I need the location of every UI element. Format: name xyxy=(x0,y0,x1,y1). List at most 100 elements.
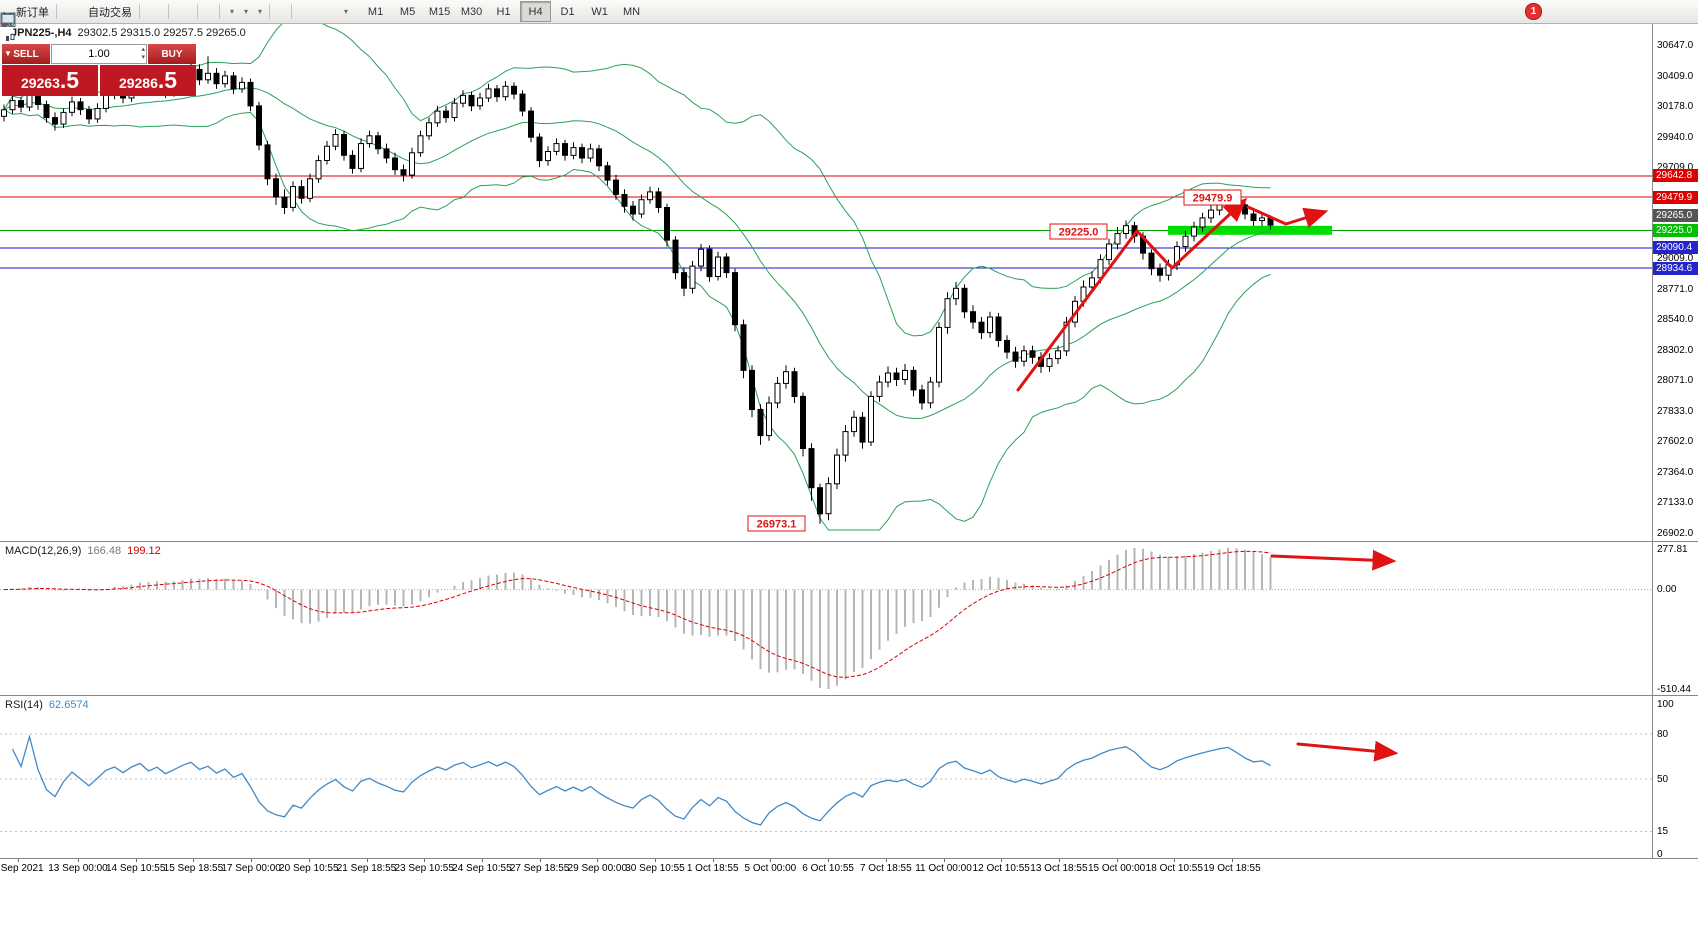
timeframe-m1[interactable]: M1 xyxy=(367,5,384,18)
trend-arrow[interactable] xyxy=(1016,197,1248,392)
crosshair-button[interactable] xyxy=(2,2,287,25)
price-annotation-label[interactable]: 29479.9 xyxy=(1183,189,1242,206)
auto-scroll-button[interactable] xyxy=(2,2,215,24)
time-label: 1 Oct 18:55 xyxy=(686,863,739,874)
time-label: 19 Oct 18:55 xyxy=(1203,863,1261,874)
candlestick-button[interactable] xyxy=(2,2,157,25)
fibonacci-button[interactable] xyxy=(1,2,330,26)
timeframe-d1[interactable]: D1 xyxy=(560,5,575,18)
indicators-button[interactable]: ▾ xyxy=(1,2,237,26)
price-annotation-label[interactable]: 29225.0 xyxy=(1049,223,1108,240)
volume-input[interactable]: 1.00 ▴ ▾ xyxy=(51,44,147,64)
price-label: 28934.6 xyxy=(1653,261,1698,275)
line-chart-button[interactable] xyxy=(0,2,164,24)
rsi-panel[interactable] xyxy=(0,696,1653,858)
time-tick xyxy=(1174,859,1176,862)
timeframe-w1[interactable]: W1 xyxy=(591,5,608,18)
axis-separator-line xyxy=(1652,24,1653,859)
time-tick xyxy=(366,859,368,862)
trendline-button[interactable] xyxy=(1,2,316,26)
profiles-button[interactable] xyxy=(1,2,67,25)
time-axis-line xyxy=(0,858,1698,859)
time-label: 9 Sep 2021 xyxy=(0,863,44,874)
text-button[interactable]: A xyxy=(4,2,337,27)
price-label: 27833.0 xyxy=(1657,406,1694,418)
bollinger-upper-band[interactable] xyxy=(3,24,1271,337)
price-axis[interactable] xyxy=(1653,24,1698,859)
trend-arrow[interactable] xyxy=(1270,549,1397,571)
data-window-button[interactable] xyxy=(1,2,74,25)
auto-trading-button[interactable]: 自动交易 xyxy=(4,2,135,24)
price-label: 29090.4 xyxy=(1653,241,1698,255)
volume-up-button[interactable]: ▴ xyxy=(141,46,145,53)
timeframe-h1[interactable]: H1 xyxy=(496,5,511,18)
time-tick xyxy=(78,859,79,862)
time-label: 21 Sep 18:55 xyxy=(336,863,397,874)
sell-button[interactable]: ▼ SELL xyxy=(2,44,50,64)
time-label: 18 Oct 10:55 xyxy=(1145,863,1203,874)
caret-down-icon: ▾ xyxy=(344,7,349,16)
timeframe-m5[interactable]: M5 xyxy=(399,5,416,18)
rsi-line[interactable] xyxy=(11,734,1271,826)
svg-text:29479.9: 29479.9 xyxy=(1193,193,1233,205)
time-tick xyxy=(1001,859,1003,862)
trend-arrow[interactable] xyxy=(1296,740,1399,762)
timeframe-m30[interactable]: M30 xyxy=(460,5,483,18)
toolbar-separator xyxy=(56,4,57,19)
rsi-axis-label: 15 xyxy=(1657,826,1669,837)
macd-signal-line[interactable] xyxy=(3,550,1271,678)
time-label: 5 Oct 00:00 xyxy=(744,863,797,874)
zoom-in-button[interactable] xyxy=(1,2,179,27)
trend-arrow[interactable] xyxy=(1246,205,1329,228)
svg-text:29225.0: 29225.0 xyxy=(1059,227,1099,239)
horizontal-line-button[interactable] xyxy=(2,2,309,22)
svg-text:26973.1: 26973.1 xyxy=(757,519,797,531)
new-order-button[interactable]: 新订单 xyxy=(1,2,52,26)
panel-separator[interactable] xyxy=(0,695,1698,696)
price-label: 29642.8 xyxy=(1653,169,1698,183)
buy-button[interactable]: BUY xyxy=(148,44,196,64)
chart-shift-button[interactable] xyxy=(3,2,208,25)
time-tick xyxy=(828,859,830,862)
new-order-button-label: 新订单 xyxy=(16,6,49,19)
timeframe-h4[interactable]: H4 xyxy=(520,1,552,22)
channel-button[interactable] xyxy=(1,2,323,27)
fullscreen-button[interactable] xyxy=(1,2,1549,26)
sell-price-tile[interactable]: 29263.5 xyxy=(2,65,98,96)
buy-price-tile[interactable]: 29286.5 xyxy=(100,65,196,96)
macd-panel[interactable] xyxy=(0,542,1653,695)
price-label: 29709.0 xyxy=(1657,161,1694,173)
ohlc-values: 29302.5 29315.0 29257.5 29265.0 xyxy=(77,27,246,39)
rsi-axis-label: 80 xyxy=(1657,728,1669,740)
timeframe-mn[interactable]: MN xyxy=(623,5,641,18)
periods-button[interactable]: ▾ xyxy=(2,2,251,25)
vertical-line-button[interactable] xyxy=(6,2,302,26)
time-tick xyxy=(424,859,426,862)
price-label: 28540.0 xyxy=(1657,314,1694,326)
notification-badge[interactable]: 1 xyxy=(1525,3,1542,20)
timeframe-m15[interactable]: M15 xyxy=(428,5,451,18)
collapse-panel-icon[interactable]: ▼ xyxy=(4,49,12,58)
support-zone-highlight[interactable] xyxy=(1168,225,1332,235)
price-label: 29009.0 xyxy=(1657,252,1694,264)
time-label: 6 Oct 10:55 xyxy=(802,863,854,874)
zoom-out-button[interactable] xyxy=(1,2,186,27)
navigator-button[interactable] xyxy=(1,2,81,26)
cursor-button[interactable] xyxy=(3,2,280,26)
templates-button[interactable]: ▾ xyxy=(2,2,265,25)
main-chart[interactable]: 29479.9 29225.0 26973.1 xyxy=(0,24,1653,541)
bollinger-middle-band[interactable] xyxy=(3,87,1271,420)
caret-down-icon: ▾ xyxy=(230,7,235,16)
time-tick xyxy=(885,859,887,862)
panel-separator[interactable] xyxy=(0,541,1698,542)
bar-chart-button[interactable] xyxy=(2,2,150,25)
tile-windows-button[interactable] xyxy=(0,2,193,27)
time-tick xyxy=(770,859,772,862)
time-tick xyxy=(251,859,253,862)
volume-down-button[interactable]: ▾ xyxy=(141,54,145,61)
price-annotation-label[interactable]: 26973.1 xyxy=(747,515,806,532)
bollinger-lower-band[interactable] xyxy=(3,109,1271,531)
arrows-button[interactable]: ▾ xyxy=(1,2,351,25)
